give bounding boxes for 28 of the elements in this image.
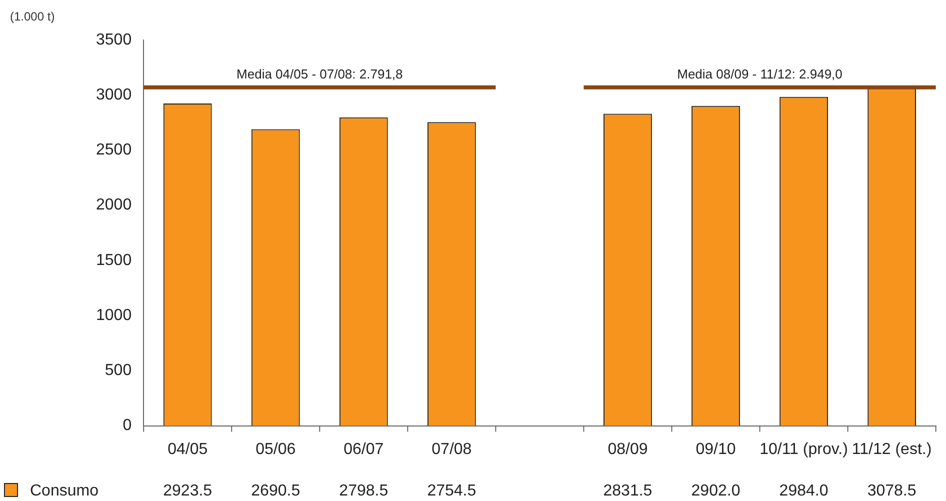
x-tick-label: 08/09 [608,440,648,458]
y-tick-label: 1500 [96,252,132,269]
data-label: 2690.5 [251,482,300,500]
y-tick-label: 500 [104,362,132,380]
y-tick-label: 1000 [96,306,132,324]
x-tick-label: 04/05 [168,440,208,458]
x-tick-label: 09/10 [696,440,736,458]
data-label: 2798.5 [339,482,388,500]
data-label: 2923.5 [163,482,212,500]
annotation: Media 08/09 - 11/12: 2.949,0 [677,66,842,82]
y-tick-label: 0 [122,417,132,434]
x-tick-label: 07/08 [432,440,472,458]
y-axis-title: (1.000 t) [10,9,55,24]
annotation: Media 04/05 - 07/08: 2.791,8 [236,66,403,82]
x-tick-label: 06/07 [344,440,384,458]
data-label: 2902.0 [691,482,740,500]
legend-label: Consumo [30,482,99,500]
x-tick-label: 10/11 (prov.) [760,440,848,458]
y-tick-label: 3000 [96,86,132,104]
y-tick-label: 3500 [96,31,132,48]
data-label: 2984.0 [779,482,828,500]
x-tick-label: 05/06 [256,440,296,458]
y-tick-label: 2000 [96,196,132,214]
x-tick-label: 11/12 (est.) [852,440,932,458]
data-label: 3078.5 [867,482,916,500]
y-tick-label: 2500 [96,142,132,159]
data-label: 2754.5 [427,482,476,500]
data-label: 2831.5 [603,482,652,500]
